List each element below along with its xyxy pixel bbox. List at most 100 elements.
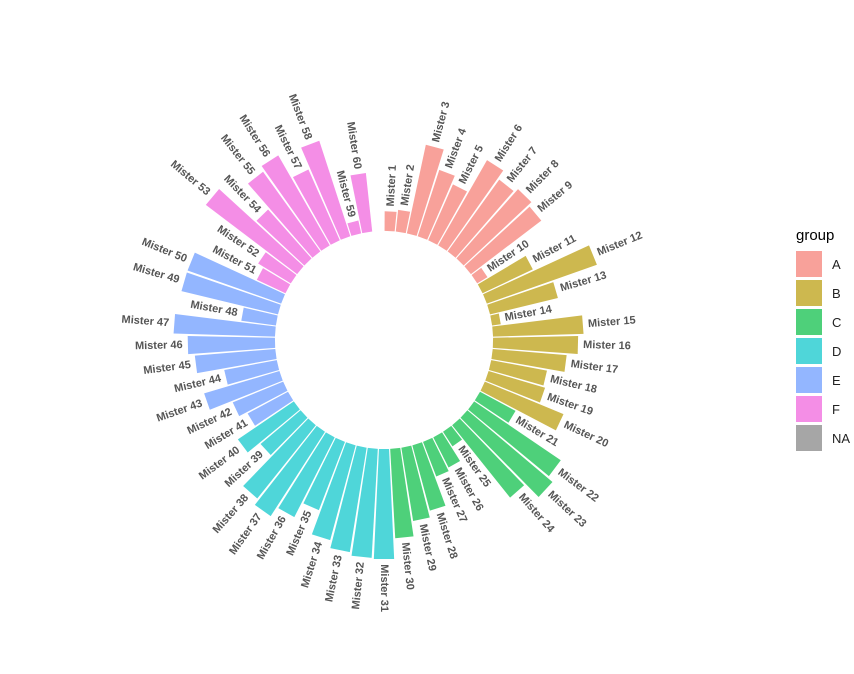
bar-13 xyxy=(487,282,558,315)
legend-swatch-b xyxy=(796,280,822,306)
bar-54 xyxy=(256,209,312,266)
bar-17 xyxy=(491,348,567,372)
bar-35 xyxy=(303,437,345,511)
legend-label-f: F xyxy=(832,402,840,417)
legend-label-d: D xyxy=(832,344,841,359)
bar-4 xyxy=(417,169,455,240)
bar-8 xyxy=(456,189,532,266)
bar-10 xyxy=(471,267,488,284)
bar-label-3: Mister 3 xyxy=(430,100,452,143)
bar-39 xyxy=(260,410,308,456)
bar-14 xyxy=(490,313,501,326)
bar-label-17: Mister 17 xyxy=(570,358,619,376)
bar-38 xyxy=(243,418,316,499)
bar-30 xyxy=(390,447,414,539)
bar-41 xyxy=(247,391,294,426)
legend-swatch-e xyxy=(796,367,822,393)
bar-45 xyxy=(194,348,277,374)
legend-swatch-c xyxy=(796,309,822,335)
bar-5 xyxy=(428,184,468,245)
bar-6 xyxy=(438,160,504,251)
bar-label-53: Mister 53 xyxy=(168,158,212,198)
bar-9 xyxy=(464,206,542,275)
legend-label-na: NA xyxy=(832,431,850,446)
bar-23 xyxy=(460,410,553,498)
bar-51 xyxy=(256,268,291,294)
bar-46 xyxy=(187,335,276,355)
bar-label-46: Mister 46 xyxy=(135,339,183,352)
bar-label-49: Mister 49 xyxy=(132,261,181,286)
bar-7 xyxy=(447,179,514,258)
bar-18 xyxy=(488,360,547,386)
bar-47 xyxy=(173,314,276,337)
bar-57 xyxy=(292,169,340,245)
legend-label-a: A xyxy=(832,257,841,272)
bar-29 xyxy=(401,445,430,521)
bar-32 xyxy=(351,447,378,558)
legend-label-b: B xyxy=(832,286,841,301)
legend-swatch-d xyxy=(796,338,822,364)
bar-40 xyxy=(237,401,300,453)
bar-44 xyxy=(224,360,280,385)
bar-label-34: Mister 34 xyxy=(299,540,325,590)
bar-16 xyxy=(492,336,579,354)
bar-label-31: Mister 31 xyxy=(378,564,390,612)
legend-swatch-na xyxy=(796,425,822,451)
bar-label-33: Mister 33 xyxy=(323,554,345,603)
bar-label-30: Mister 30 xyxy=(399,542,416,591)
bar-label-16: Mister 16 xyxy=(583,339,631,352)
bar-55 xyxy=(247,171,321,258)
bar-19 xyxy=(485,371,546,403)
bar-26 xyxy=(433,432,461,468)
bar-36 xyxy=(278,432,335,518)
bar-43 xyxy=(204,371,283,410)
bar-label-20: Mister 20 xyxy=(562,419,610,450)
bar-34 xyxy=(311,442,356,541)
bar-20 xyxy=(480,381,564,431)
bar-56 xyxy=(261,155,330,251)
bar-33 xyxy=(330,445,367,553)
bar-3 xyxy=(406,144,444,236)
bar-37 xyxy=(254,425,325,517)
legend-swatch-a xyxy=(796,251,822,277)
bar-48 xyxy=(241,307,278,326)
bar-12 xyxy=(483,245,597,304)
legend-title: group xyxy=(796,227,834,244)
bar-59 xyxy=(347,220,362,236)
bar-28 xyxy=(412,442,446,511)
bar-2 xyxy=(395,209,411,234)
legend-swatch-f xyxy=(796,396,822,422)
bar-50 xyxy=(187,252,285,304)
bar-60 xyxy=(350,172,373,234)
bar-label-15: Mister 15 xyxy=(588,314,636,330)
legend-label-e: E xyxy=(832,373,841,388)
bar-label-32: Mister 32 xyxy=(350,561,367,610)
bar-15 xyxy=(492,315,584,337)
bar-27 xyxy=(423,437,449,477)
bar-label-58: Mister 58 xyxy=(286,93,314,142)
bar-1 xyxy=(384,211,397,232)
bar-24 xyxy=(452,418,525,498)
bars-layer xyxy=(173,140,597,560)
bar-53 xyxy=(205,188,304,275)
bar-label-47: Mister 47 xyxy=(121,314,169,330)
bar-label-60: Mister 60 xyxy=(344,121,363,170)
bar-58 xyxy=(301,140,351,240)
bar-label-29: Mister 29 xyxy=(417,523,439,572)
bar-label-1: Mister 1 xyxy=(385,165,399,207)
bar-21 xyxy=(474,391,516,423)
legend-label-c: C xyxy=(832,315,841,330)
bar-31 xyxy=(373,448,395,560)
bar-42 xyxy=(232,381,288,417)
bar-label-45: Mister 45 xyxy=(143,359,192,377)
bar-49 xyxy=(181,272,281,315)
bar-25 xyxy=(443,425,463,447)
bar-label-50: Mister 50 xyxy=(140,236,189,265)
bar-52 xyxy=(258,252,297,284)
bar-label-12: Mister 12 xyxy=(596,229,645,258)
bar-22 xyxy=(468,401,561,477)
bar-11 xyxy=(477,255,533,294)
